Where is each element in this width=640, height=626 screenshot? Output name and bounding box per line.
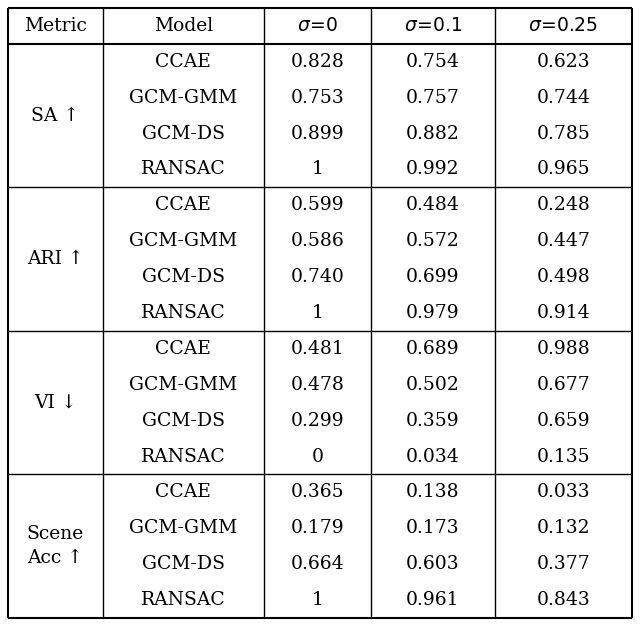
- Text: 0.965: 0.965: [536, 160, 590, 178]
- Text: 0.447: 0.447: [536, 232, 590, 250]
- Text: Scene
Acc ↑: Scene Acc ↑: [27, 525, 84, 567]
- Text: Model: Model: [154, 17, 213, 35]
- Text: 0.828: 0.828: [291, 53, 344, 71]
- Text: 0.843: 0.843: [536, 591, 590, 609]
- Text: GCM-DS: GCM-DS: [142, 555, 225, 573]
- Text: 0.899: 0.899: [291, 125, 344, 143]
- Text: 0.785: 0.785: [536, 125, 590, 143]
- Text: 0.754: 0.754: [406, 53, 460, 71]
- Text: RANSAC: RANSAC: [141, 448, 226, 466]
- Text: GCM-GMM: GCM-GMM: [129, 520, 237, 537]
- Text: GCM-GMM: GCM-GMM: [129, 232, 237, 250]
- Text: 0.979: 0.979: [406, 304, 460, 322]
- Text: 0.740: 0.740: [291, 268, 344, 286]
- Text: 0.132: 0.132: [536, 520, 590, 537]
- Text: 0: 0: [312, 448, 323, 466]
- Text: VI ↓: VI ↓: [34, 394, 77, 412]
- Text: RANSAC: RANSAC: [141, 304, 226, 322]
- Text: 0.484: 0.484: [406, 197, 460, 214]
- Text: 0.992: 0.992: [406, 160, 460, 178]
- Text: 1: 1: [312, 591, 323, 609]
- Text: 0.914: 0.914: [536, 304, 590, 322]
- Text: CCAE: CCAE: [156, 197, 211, 214]
- Text: ARI ↑: ARI ↑: [27, 250, 84, 268]
- Text: Metric: Metric: [24, 17, 87, 35]
- Text: 0.961: 0.961: [406, 591, 460, 609]
- Text: 0.586: 0.586: [291, 232, 344, 250]
- Text: 0.359: 0.359: [406, 412, 460, 429]
- Text: 0.699: 0.699: [406, 268, 460, 286]
- Text: GCM-DS: GCM-DS: [142, 125, 225, 143]
- Text: GCM-GMM: GCM-GMM: [129, 376, 237, 394]
- Text: 0.498: 0.498: [536, 268, 590, 286]
- Text: 0.478: 0.478: [291, 376, 344, 394]
- Text: 0.179: 0.179: [291, 520, 344, 537]
- Text: 0.034: 0.034: [406, 448, 460, 466]
- Text: 0.377: 0.377: [536, 555, 590, 573]
- Text: $\sigma\!=\!0.25$: $\sigma\!=\!0.25$: [529, 16, 598, 36]
- Text: 0.135: 0.135: [536, 448, 590, 466]
- Text: 0.173: 0.173: [406, 520, 460, 537]
- Text: 0.248: 0.248: [536, 197, 590, 214]
- Text: CCAE: CCAE: [156, 340, 211, 358]
- Text: 0.481: 0.481: [291, 340, 344, 358]
- Text: 0.677: 0.677: [536, 376, 590, 394]
- Text: CCAE: CCAE: [156, 53, 211, 71]
- Text: 0.365: 0.365: [291, 483, 344, 501]
- Text: SA ↑: SA ↑: [31, 106, 79, 125]
- Text: 0.744: 0.744: [536, 89, 590, 106]
- Text: RANSAC: RANSAC: [141, 591, 226, 609]
- Text: 0.753: 0.753: [291, 89, 344, 106]
- Text: 0.599: 0.599: [291, 197, 344, 214]
- Text: 0.502: 0.502: [406, 376, 460, 394]
- Text: 0.623: 0.623: [536, 53, 590, 71]
- Text: 0.882: 0.882: [406, 125, 460, 143]
- Text: 0.033: 0.033: [536, 483, 590, 501]
- Text: RANSAC: RANSAC: [141, 160, 226, 178]
- Text: 0.664: 0.664: [291, 555, 344, 573]
- Text: 0.659: 0.659: [536, 412, 590, 429]
- Text: GCM-DS: GCM-DS: [142, 412, 225, 429]
- Text: 0.299: 0.299: [291, 412, 344, 429]
- Text: 0.689: 0.689: [406, 340, 460, 358]
- Text: 0.138: 0.138: [406, 483, 460, 501]
- Text: $\sigma\!=\!0$: $\sigma\!=\!0$: [297, 16, 338, 36]
- Text: GCM-DS: GCM-DS: [142, 268, 225, 286]
- Text: GCM-GMM: GCM-GMM: [129, 89, 237, 106]
- Text: $\sigma\!=\!0.1$: $\sigma\!=\!0.1$: [404, 16, 462, 36]
- Text: 0.603: 0.603: [406, 555, 460, 573]
- Text: 0.757: 0.757: [406, 89, 460, 106]
- Text: CCAE: CCAE: [156, 483, 211, 501]
- Text: 1: 1: [312, 160, 323, 178]
- Text: 0.572: 0.572: [406, 232, 460, 250]
- Text: 0.988: 0.988: [536, 340, 590, 358]
- Text: 1: 1: [312, 304, 323, 322]
